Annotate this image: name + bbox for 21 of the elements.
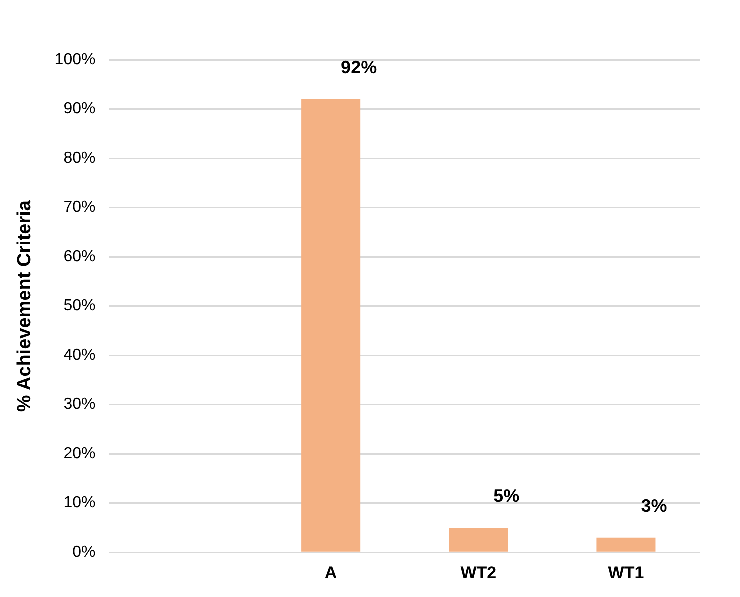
y-tick-label: 90% xyxy=(64,100,96,118)
y-tick-label: 100% xyxy=(54,51,96,68)
data-label: 92% xyxy=(341,57,378,78)
y-tick-label: 70% xyxy=(64,199,96,216)
y-tick-label: 0% xyxy=(72,544,96,562)
bar xyxy=(596,538,656,552)
y-axis-title: % Achievement Criteria xyxy=(14,200,36,412)
x-tick-label: A xyxy=(324,563,338,582)
data-label: 3% xyxy=(641,496,668,516)
y-tick-label: 60% xyxy=(64,248,96,266)
bar xyxy=(302,99,361,552)
y-tick-label: 30% xyxy=(64,396,96,414)
x-tick-label: WT1 xyxy=(608,563,644,582)
x-tick-label: WT2 xyxy=(460,563,497,582)
bar xyxy=(449,528,508,552)
y-tick-label: 10% xyxy=(64,494,96,512)
y-tick-label: 40% xyxy=(64,346,96,364)
y-tick-label: 50% xyxy=(64,298,96,315)
data-label: 5% xyxy=(494,486,520,506)
y-tick-label: 80% xyxy=(64,150,96,167)
y-tick-label: 20% xyxy=(64,445,96,462)
